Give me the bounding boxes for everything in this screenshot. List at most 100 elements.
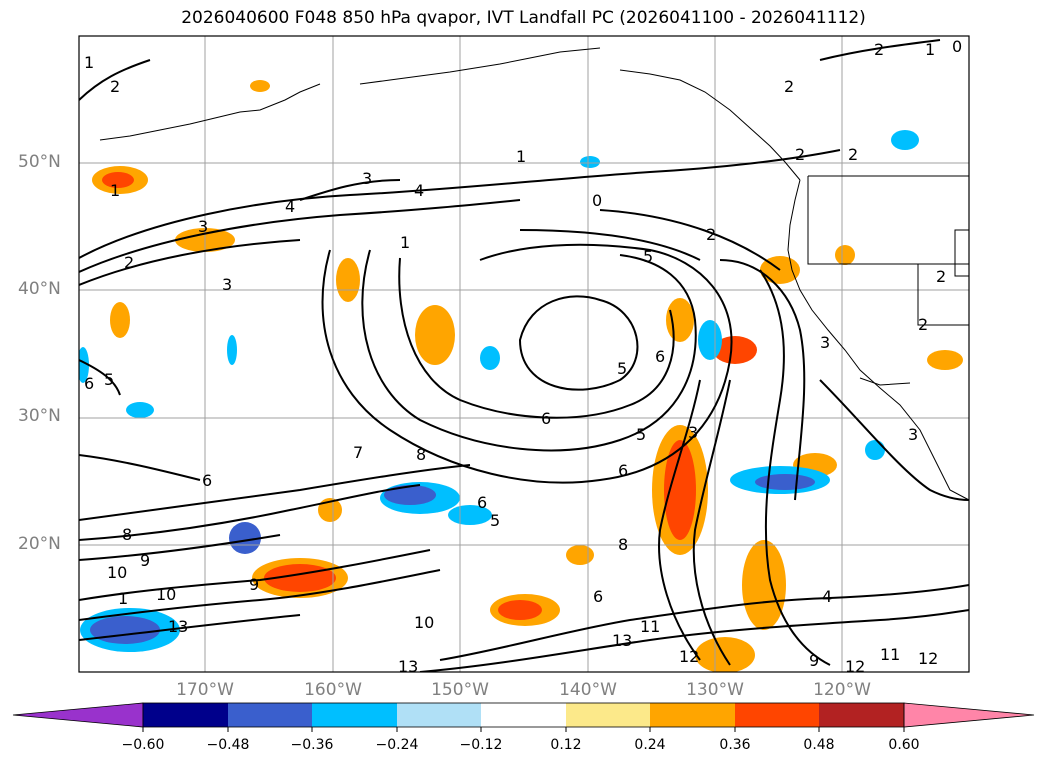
positive-anomaly-patch bbox=[927, 350, 963, 370]
contour-label: 12 bbox=[679, 647, 699, 666]
contour-label: 2 bbox=[848, 145, 858, 164]
positive-anomaly-patch bbox=[566, 545, 594, 565]
contour-label: 5 bbox=[636, 425, 646, 444]
contour-label: 2 bbox=[124, 253, 134, 272]
contour-label: 11 bbox=[880, 645, 900, 664]
contour-label: 2 bbox=[706, 225, 716, 244]
contour-label: 3 bbox=[688, 423, 698, 442]
contour-label: 9 bbox=[809, 651, 819, 670]
colorbar-tick-label: 0.48 bbox=[803, 737, 835, 753]
contour-labels: 1 2 2 1 0 1 3 4 3 4 1 0 2 5 2 2 2 3 3 3 … bbox=[84, 37, 962, 676]
contour-label: 2 bbox=[110, 77, 120, 96]
contour-label: 12 bbox=[918, 649, 938, 668]
contour-label: 9 bbox=[140, 551, 150, 570]
positive-anomaly-patch bbox=[250, 80, 270, 92]
colorbar-bin bbox=[819, 703, 904, 727]
contour-label: 3 bbox=[198, 217, 208, 236]
contour-label: 10 bbox=[414, 613, 434, 632]
contour-label: 9 bbox=[249, 575, 259, 594]
contour-label: 2 bbox=[918, 315, 928, 334]
contour-label: 1 bbox=[84, 53, 94, 72]
contour-label: 3 bbox=[908, 425, 918, 444]
contour-label: 6 bbox=[593, 587, 603, 606]
ivt-contours bbox=[79, 39, 969, 672]
colorbar-tick-label: −0.12 bbox=[459, 737, 503, 753]
contour-label: 2 bbox=[795, 145, 805, 164]
positive-anomaly-patch bbox=[415, 305, 455, 365]
map-title: 2026040600 F048 850 hPa qvapor, IVT Land… bbox=[181, 8, 866, 28]
lon-label: 170°W bbox=[176, 680, 234, 700]
contour-label: 10 bbox=[156, 585, 176, 604]
positive-anomaly-patch bbox=[498, 600, 542, 620]
colorbar-max-extension bbox=[903, 702, 1035, 728]
colorbar-bin bbox=[312, 703, 397, 727]
contour-label: 1 bbox=[925, 40, 935, 59]
contour-label: 6 bbox=[618, 461, 628, 480]
negative-anomaly-patch bbox=[480, 346, 500, 370]
lat-label: 40°N bbox=[18, 279, 61, 299]
colorbar-min-extension bbox=[12, 702, 144, 728]
colorbar-tick-label: −0.48 bbox=[206, 737, 250, 753]
contour-label: 2 bbox=[936, 267, 946, 286]
colorbar bbox=[12, 702, 1035, 732]
positive-anomaly-patch bbox=[835, 245, 855, 265]
contour-label: 13 bbox=[398, 657, 418, 676]
contour-label: 8 bbox=[122, 525, 132, 544]
contour-label: 1 bbox=[110, 181, 120, 200]
contour-label: 1 bbox=[516, 147, 526, 166]
contour-label: 0 bbox=[952, 37, 962, 56]
colorbar-bin bbox=[228, 703, 312, 727]
negative-anomaly-patch bbox=[755, 474, 815, 490]
map-plot-area: 1 2 2 1 0 1 3 4 3 4 1 0 2 5 2 2 2 3 3 3 … bbox=[79, 36, 969, 676]
contour-label: 7 bbox=[353, 443, 363, 462]
contour-label: 3 bbox=[820, 333, 830, 352]
contour-label: 6 bbox=[202, 471, 212, 490]
negative-anomaly-patch bbox=[384, 485, 436, 505]
contour-label: 2 bbox=[784, 77, 794, 96]
negative-anomaly-patch bbox=[580, 156, 600, 168]
colorbar-tick-label: −0.24 bbox=[375, 737, 419, 753]
contour-label: 6 bbox=[655, 347, 665, 366]
colorbar-tick-label: 0.24 bbox=[634, 737, 666, 753]
colorbar-bin bbox=[650, 703, 735, 727]
positive-anomaly-patch bbox=[336, 258, 360, 302]
coastlines bbox=[99, 47, 969, 501]
contour-label: 13 bbox=[168, 617, 188, 636]
lat-label: 30°N bbox=[18, 406, 61, 426]
contour-label: 2 bbox=[874, 40, 884, 59]
negative-anomaly-patch bbox=[698, 320, 722, 360]
contour-label: 1 bbox=[118, 589, 128, 608]
contour-label: 4 bbox=[414, 181, 424, 200]
colorbar-bin bbox=[481, 703, 566, 727]
contour-label: 6 bbox=[477, 493, 487, 512]
colorbar-tick-label: −0.36 bbox=[290, 737, 334, 753]
contour-label: 8 bbox=[618, 535, 628, 554]
map-frame bbox=[78, 35, 970, 673]
lon-label: 140°W bbox=[559, 680, 617, 700]
contour-label: 6 bbox=[541, 409, 551, 428]
contour-label: 5 bbox=[617, 359, 627, 378]
negative-anomaly-patch bbox=[79, 347, 89, 383]
positive-anomaly-patch bbox=[713, 336, 757, 364]
contour-label: 3 bbox=[362, 169, 372, 188]
negative-anomaly-patch bbox=[90, 616, 160, 644]
lon-label: 130°W bbox=[686, 680, 744, 700]
colorbar-bin bbox=[143, 703, 228, 727]
positive-anomaly-patch bbox=[664, 440, 696, 540]
colorbar-tick-label: −0.60 bbox=[121, 737, 165, 753]
contour-label: 6 bbox=[84, 374, 94, 393]
contour-label: 10 bbox=[107, 563, 127, 582]
lat-label: 20°N bbox=[18, 534, 61, 554]
colorbar-bin bbox=[566, 703, 650, 727]
graticule bbox=[79, 36, 969, 672]
negative-anomaly-patch bbox=[126, 402, 154, 418]
lat-label: 50°N bbox=[18, 152, 61, 172]
colorbar-tick-label: 0.60 bbox=[888, 737, 920, 753]
positive-anomaly-patch bbox=[318, 498, 342, 522]
contour-label: 5 bbox=[490, 511, 500, 530]
contour-label: 4 bbox=[822, 587, 832, 606]
lon-label: 150°W bbox=[431, 680, 489, 700]
positive-anomaly-patch bbox=[110, 302, 130, 338]
contour-label: 13 bbox=[612, 631, 632, 650]
